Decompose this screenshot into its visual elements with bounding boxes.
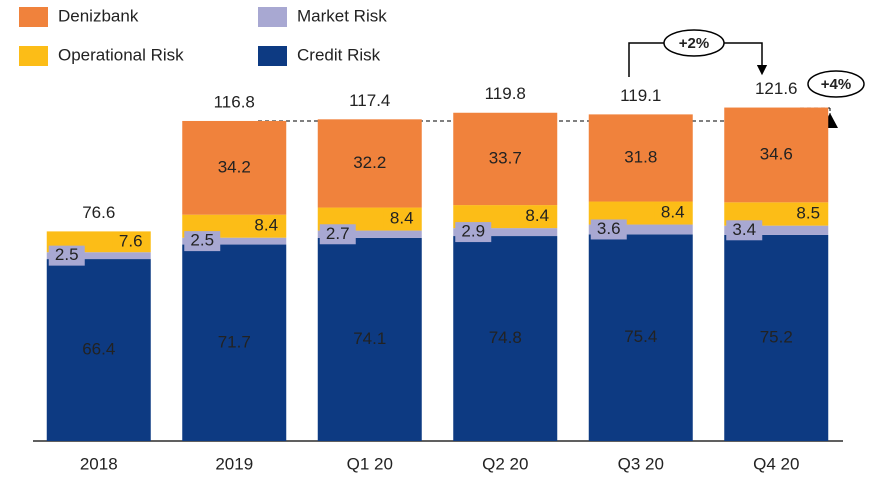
x-tick-label: Q4 20 [753,454,799,473]
bar-segment [588,234,693,441]
value-label-bg [112,231,149,252]
bar-segment [317,230,422,238]
value-label: 71.7 [218,332,251,351]
total-label: 117.4 [349,91,390,110]
value-label-bg [48,245,85,266]
value-label-bg [455,222,492,243]
bar-segment [588,224,693,235]
value-label: 8.4 [525,206,549,225]
value-label-bg [790,203,827,224]
value-label: 66.4 [82,340,115,359]
bar-segment [724,107,829,203]
value-label: 8.5 [796,203,820,222]
bar-segment [182,237,287,245]
value-label-bg [184,231,221,252]
annotation: +4% [821,76,851,93]
legend-label: Operational Risk [58,45,184,64]
legend-swatch [19,7,48,27]
value-label-bg [319,224,356,245]
bar-segment [724,234,829,441]
x-tick-label: 2018 [80,454,118,473]
value-label: 8.4 [661,203,685,222]
total-label: 76.6 [82,203,115,222]
legend-label: Credit Risk [297,45,381,64]
bar-segment [453,228,558,237]
value-label: 75.2 [760,327,793,346]
value-label: 7.6 [119,231,143,250]
legend-label: Denizbank [58,6,139,25]
value-label: 8.4 [390,209,414,228]
annotation-arrow [724,42,768,76]
value-label: 34.6 [760,144,793,163]
x-tick-label: Q3 20 [618,454,664,473]
value-label-bg [590,219,627,240]
bar-segment [182,120,287,215]
value-label: 2.5 [55,245,79,264]
value-label: 2.9 [461,222,485,241]
value-label: 75.4 [624,327,657,346]
value-label: 33.7 [489,148,522,167]
value-label: 2.5 [190,231,214,250]
x-tick-label: Q1 20 [347,454,393,473]
total-label: 119.8 [485,84,526,103]
annotation-oval [807,70,865,98]
bar-segment [453,112,558,206]
bar-segment [724,225,829,235]
legend-swatch [258,7,287,27]
bar-segment [46,259,151,441]
legend-label: Market Risk [297,6,387,25]
value-label: 3.4 [732,220,756,239]
annotation-bracket [628,42,664,77]
value-label-bg [248,216,285,237]
value-label-bg [726,220,763,241]
legend-swatch [19,46,48,66]
x-tick-label: Q2 20 [482,454,528,473]
bar-segment [317,119,422,208]
bar-segment [453,236,558,441]
annotation-oval [663,29,725,57]
annotation: +2% [679,35,709,52]
total-label: 119.1 [620,86,661,105]
value-label: 34.2 [218,157,251,176]
value-label-bg [383,209,420,230]
value-label: 8.4 [254,216,278,235]
value-label-bg [654,203,691,224]
bar-segment [182,244,287,441]
value-label: 74.1 [353,329,386,348]
value-label-bg [519,206,556,227]
bar-segment [588,114,693,202]
total-label: 121.6 [755,79,798,98]
bar-segment [317,237,422,441]
value-label: 31.8 [624,147,657,166]
value-label: 2.7 [326,224,350,243]
x-tick-label: 2019 [215,454,253,473]
bar-segment [46,252,151,260]
total-label: 116.8 [214,92,255,111]
value-label: 32.2 [353,153,386,172]
value-label: 74.8 [489,328,522,347]
legend-swatch [258,46,287,66]
value-label: 3.6 [597,219,621,238]
